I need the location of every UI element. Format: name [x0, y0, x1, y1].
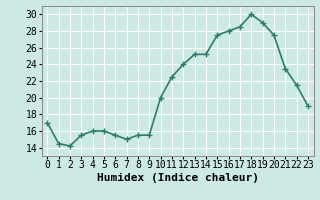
- X-axis label: Humidex (Indice chaleur): Humidex (Indice chaleur): [97, 173, 259, 183]
